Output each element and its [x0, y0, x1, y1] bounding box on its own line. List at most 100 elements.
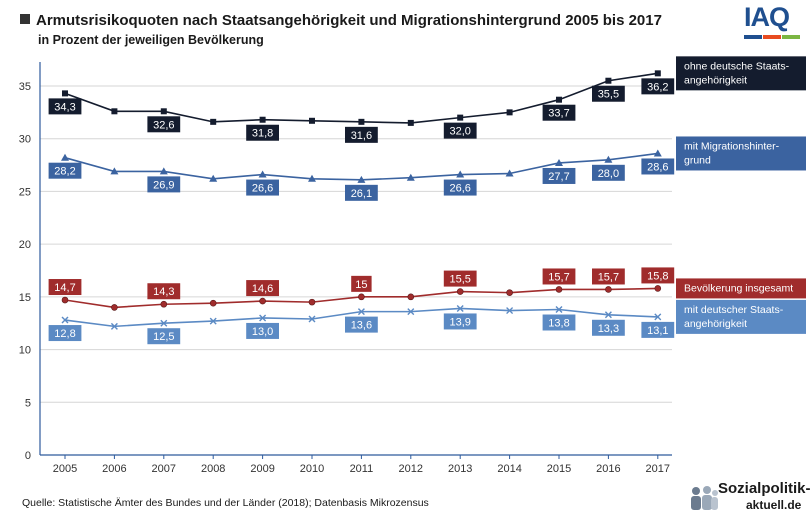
data-point — [407, 293, 415, 301]
y-tick-label: 0 — [25, 450, 31, 462]
x-tick-label: 2014 — [497, 463, 521, 475]
data-label-box — [246, 124, 279, 141]
source-note: Quelle: Statistische Ämter des Bundes un… — [22, 497, 429, 509]
legend-box — [676, 136, 806, 171]
data-label-box — [641, 158, 675, 175]
data-point — [555, 286, 563, 293]
data-label: 35,5 — [598, 89, 619, 101]
legend-label: angehörigkeit — [684, 318, 747, 330]
data-point — [456, 288, 464, 295]
x-tick-label: 2010 — [300, 463, 324, 475]
legend-label: mit Migrationshinter- — [684, 140, 780, 152]
legend-box — [676, 299, 806, 334]
data-point — [654, 285, 662, 292]
data-label-box — [246, 280, 279, 297]
data-point — [111, 304, 118, 311]
data-point — [406, 173, 415, 181]
logo-bar-green — [782, 35, 800, 39]
data-point — [308, 298, 316, 306]
data-point — [505, 169, 514, 177]
data-label-box — [443, 179, 477, 196]
legend-label: mit deutscher Staats- — [684, 304, 784, 316]
y-tick-label: 20 — [19, 239, 31, 251]
data-label: 28,0 — [598, 168, 619, 180]
data-label: 13,1 — [647, 325, 668, 337]
chart-title-text: Armutsrisikoquoten nach Staatsangehörigk… — [36, 12, 662, 29]
data-label-box — [351, 275, 372, 292]
data-point — [556, 96, 562, 103]
data-point — [62, 90, 68, 97]
data-point — [110, 322, 118, 330]
x-tick-label: 2017 — [646, 463, 670, 475]
data-point — [308, 174, 316, 182]
data-label-box — [592, 268, 625, 285]
data-label-box — [246, 322, 279, 339]
data-label-box — [641, 267, 675, 284]
data-label: 28,2 — [54, 166, 75, 178]
data-label: 15,8 — [647, 270, 668, 282]
data-label: 26,6 — [449, 183, 470, 195]
data-label-box — [641, 321, 675, 338]
legend-label: grund — [684, 154, 711, 166]
data-point — [160, 319, 168, 327]
data-label: 14,3 — [153, 286, 174, 298]
data-label-box — [592, 164, 625, 181]
data-label-box — [345, 316, 378, 333]
data-label: 13,8 — [548, 318, 569, 330]
x-tick-label: 2013 — [448, 463, 472, 475]
data-point — [605, 286, 612, 293]
data-point — [259, 116, 266, 123]
data-point — [209, 299, 217, 307]
x-tick-label: 2005 — [53, 463, 77, 475]
data-label: 31,6 — [351, 130, 372, 142]
data-label: 26,9 — [153, 179, 174, 191]
x-tick-label: 2009 — [250, 463, 274, 475]
y-tick-label: 30 — [19, 134, 31, 146]
data-point — [654, 313, 662, 321]
data-label: 12,5 — [153, 331, 174, 343]
data-label-box — [345, 184, 378, 201]
data-point — [555, 306, 563, 314]
y-tick-label: 35 — [19, 81, 31, 93]
data-point — [654, 70, 661, 77]
data-label-box — [542, 268, 576, 285]
data-label-box — [542, 104, 576, 121]
y-tick-label: 5 — [25, 397, 31, 409]
brand-line-2: aktuell.de — [746, 498, 802, 512]
data-label-box — [345, 126, 378, 143]
x-tick-label: 2011 — [350, 463, 374, 475]
data-label-box — [592, 319, 625, 336]
x-tick-label: 2008 — [201, 463, 225, 475]
x-tick-label: 2006 — [102, 463, 126, 475]
y-tick-label: 15 — [19, 292, 31, 304]
data-label: 13,6 — [351, 320, 372, 332]
data-point — [506, 307, 514, 315]
data-label-box — [542, 167, 576, 184]
data-label-box — [443, 122, 477, 139]
data-point — [358, 118, 365, 125]
data-point — [309, 117, 315, 124]
data-point — [605, 77, 612, 84]
data-point — [357, 175, 366, 183]
data-point — [456, 304, 464, 312]
data-label: 12,8 — [54, 328, 75, 340]
data-label-box — [542, 314, 576, 331]
data-label: 15 — [355, 279, 367, 291]
logo-bar-orange — [763, 35, 781, 39]
data-point — [358, 293, 365, 301]
sozialpolitik-logo: Sozialpolitik- aktuell.de — [688, 478, 810, 514]
data-label-box — [147, 176, 181, 193]
legend-label: angehörigkeit — [684, 74, 747, 86]
data-point — [259, 297, 266, 305]
data-point — [209, 317, 217, 325]
data-label: 27,7 — [548, 171, 569, 183]
data-label: 13,9 — [449, 316, 470, 328]
data-label-box — [443, 270, 477, 287]
chart-title: Armutsrisikoquoten nach Staatsangehörigk… — [20, 12, 662, 29]
data-point — [61, 296, 69, 304]
data-point — [457, 114, 464, 121]
data-point — [110, 167, 119, 175]
data-label-box — [48, 279, 82, 296]
data-point — [357, 308, 365, 316]
